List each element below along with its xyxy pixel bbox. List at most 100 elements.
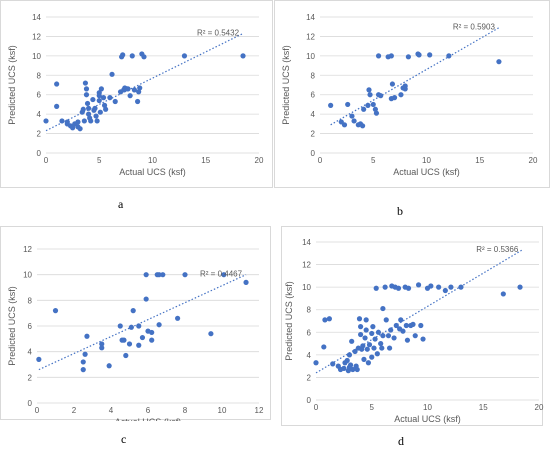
y-tick-label: 6 bbox=[307, 328, 312, 337]
data-point bbox=[321, 344, 327, 350]
y-tick-label: 12 bbox=[23, 245, 32, 254]
data-point bbox=[375, 329, 382, 335]
data-point bbox=[127, 93, 133, 99]
data-point bbox=[420, 336, 426, 342]
y-tick-label: 12 bbox=[306, 32, 315, 41]
x-tick-label: 15 bbox=[479, 403, 488, 412]
y-tick-label: 0 bbox=[311, 149, 316, 158]
data-point bbox=[129, 53, 135, 59]
data-point bbox=[36, 356, 42, 362]
data-point bbox=[175, 315, 181, 321]
data-point bbox=[415, 282, 422, 288]
data-point bbox=[100, 95, 107, 101]
data-point bbox=[366, 342, 373, 348]
y-tick-label: 10 bbox=[23, 271, 32, 280]
data-point bbox=[330, 361, 336, 367]
y-tick-label: 14 bbox=[302, 238, 311, 247]
data-point bbox=[400, 328, 406, 334]
data-point bbox=[352, 348, 358, 355]
data-point bbox=[385, 333, 392, 339]
data-point bbox=[374, 351, 380, 357]
data-point bbox=[496, 59, 502, 65]
y-axis-label: Predicted UCS (ksf) bbox=[284, 281, 294, 361]
y-tick-label: 8 bbox=[311, 71, 316, 80]
data-point bbox=[500, 291, 506, 297]
data-point bbox=[367, 92, 373, 98]
data-point bbox=[388, 327, 394, 333]
data-point bbox=[99, 341, 105, 347]
y-tick-label: 2 bbox=[37, 130, 42, 139]
data-point bbox=[350, 366, 356, 373]
data-point bbox=[360, 123, 366, 129]
y-tick-label: 4 bbox=[311, 110, 316, 119]
caption-d: d bbox=[398, 434, 404, 448]
data-point bbox=[181, 53, 188, 59]
data-point bbox=[404, 337, 411, 343]
data-point bbox=[436, 284, 442, 290]
y-tick-label: 2 bbox=[311, 130, 316, 139]
data-point bbox=[75, 119, 81, 125]
data-point bbox=[83, 86, 90, 92]
data-point bbox=[98, 86, 104, 92]
trendline bbox=[330, 27, 500, 126]
data-point bbox=[358, 324, 364, 330]
data-point bbox=[345, 101, 351, 108]
data-point bbox=[86, 105, 92, 111]
data-point bbox=[391, 335, 397, 341]
data-point bbox=[84, 100, 91, 107]
y-tick-label: 12 bbox=[302, 261, 311, 270]
data-point bbox=[358, 331, 364, 338]
x-tick-label: 10 bbox=[423, 403, 432, 412]
data-point bbox=[322, 317, 328, 323]
data-point bbox=[356, 316, 363, 322]
chart-b: 0 2 4 6 8 10 12 14 0 5 10 15 20 Actual UCS (ksf) Predi… bbox=[281, 13, 538, 177]
data-point bbox=[80, 367, 86, 373]
data-point bbox=[386, 345, 393, 351]
x-tick-label: 0 bbox=[318, 156, 323, 165]
y-tick-label: 8 bbox=[28, 296, 33, 305]
data-point bbox=[375, 53, 382, 59]
data-point bbox=[77, 126, 83, 132]
data-point bbox=[380, 305, 386, 312]
data-point bbox=[378, 340, 384, 347]
trendline bbox=[315, 249, 523, 374]
chart-panel-b: 0 2 4 6 8 10 12 14 0 5 10 15 20 Actual UCS (ksf) Predi… bbox=[274, 0, 550, 188]
data-point bbox=[64, 119, 70, 125]
data-point bbox=[380, 333, 386, 339]
data-point bbox=[389, 81, 396, 87]
data-point bbox=[80, 359, 86, 365]
data-point bbox=[156, 322, 162, 328]
data-point bbox=[341, 365, 347, 371]
y-tick-label: 0 bbox=[37, 149, 42, 158]
data-point bbox=[418, 322, 424, 329]
y-tick-label: 2 bbox=[307, 373, 312, 382]
data-point bbox=[326, 316, 332, 322]
data-point bbox=[383, 317, 389, 323]
x-tick-label: 15 bbox=[475, 156, 484, 165]
data-point bbox=[96, 97, 102, 104]
data-point bbox=[369, 330, 375, 337]
x-tick-label: 10 bbox=[148, 156, 157, 165]
data-point bbox=[428, 283, 434, 289]
data-point bbox=[344, 357, 350, 364]
data-point bbox=[43, 118, 49, 124]
y-axis-label: Predicted UCS (ksf) bbox=[7, 286, 17, 366]
data-point bbox=[106, 363, 112, 369]
data-point bbox=[372, 336, 378, 342]
data-point bbox=[52, 308, 59, 314]
y-tick-label: 4 bbox=[28, 348, 33, 357]
data-point bbox=[243, 279, 249, 285]
x-tick-label: 0 bbox=[44, 156, 49, 165]
data-point bbox=[109, 71, 115, 77]
data-point bbox=[410, 321, 416, 327]
chart-panel-d: 0 2 4 6 8 10 12 14 0 5 10 15 20 Actual UCS (ksf) Predi… bbox=[281, 226, 544, 426]
y-tick-label: 14 bbox=[306, 13, 315, 22]
data-point bbox=[351, 118, 357, 124]
data-point bbox=[208, 331, 214, 337]
r2-label: R² = 0.4467 bbox=[200, 270, 243, 279]
x-tick-label: 6 bbox=[146, 406, 151, 415]
r2-label: R² = 0.5432 bbox=[197, 29, 240, 38]
y-tick-label: 10 bbox=[306, 52, 315, 61]
y-tick-label: 6 bbox=[37, 91, 42, 100]
data-point bbox=[361, 356, 367, 362]
